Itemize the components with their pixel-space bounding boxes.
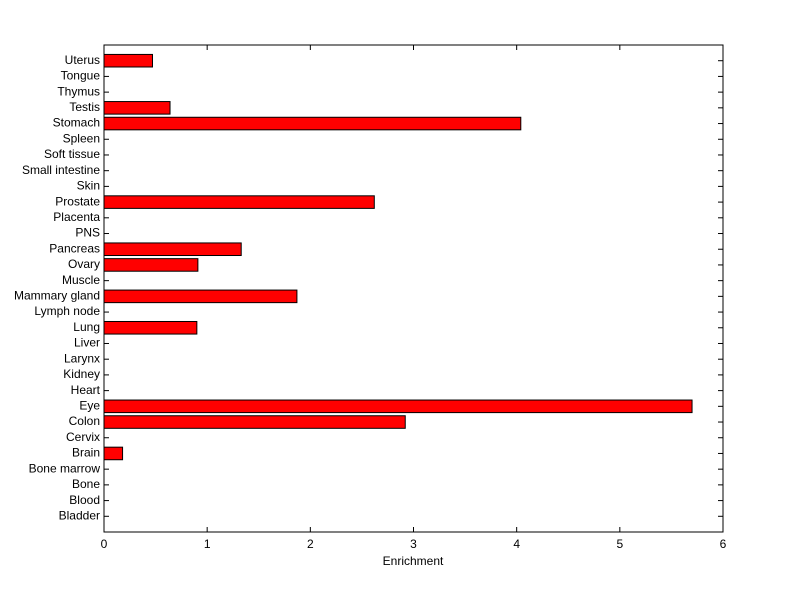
y-tick-label: Ovary	[68, 257, 100, 271]
y-tick-label: Bone	[72, 477, 100, 491]
bar	[103, 399, 693, 414]
x-tick-label: 6	[720, 537, 727, 551]
bar	[103, 53, 153, 68]
y-tick-label: Small intestine	[22, 163, 100, 177]
y-tick-label: Lymph node	[34, 304, 100, 318]
y-tick-label: Bone marrow	[29, 461, 101, 475]
y-tick-label: Mammary gland	[14, 289, 100, 303]
x-tick-label: 3	[410, 537, 417, 551]
bar	[103, 101, 171, 115]
bar	[103, 289, 298, 304]
y-tick-label: Brain	[72, 446, 100, 460]
bar	[103, 446, 124, 461]
bar	[103, 415, 406, 429]
y-tick-label: Stomach	[53, 116, 100, 130]
y-tick-label: Soft tissue	[44, 147, 100, 161]
y-tick-label: Placenta	[53, 210, 100, 224]
y-tick-label: PNS	[75, 226, 100, 240]
y-tick-label: Skin	[77, 179, 100, 193]
y-tick-label: Testis	[69, 100, 100, 114]
x-tick-label: 1	[204, 537, 211, 551]
y-tick-label: Eye	[79, 398, 100, 412]
bar	[103, 116, 522, 131]
y-tick-label: Uterus	[65, 53, 100, 67]
bar	[103, 320, 198, 335]
x-tick-label: 5	[616, 537, 623, 551]
bar	[103, 242, 242, 257]
x-axis-label: Enrichment	[383, 554, 444, 568]
y-tick-label: Cervix	[66, 430, 100, 444]
y-tick-label: Liver	[74, 336, 100, 350]
y-tick-label: Muscle	[62, 273, 100, 287]
x-tick-label: 4	[513, 537, 520, 551]
y-tick-label: Pancreas	[49, 241, 100, 255]
x-tick-label: 0	[101, 537, 108, 551]
y-tick-label: Lung	[73, 320, 100, 334]
bar	[103, 195, 375, 209]
y-tick-label: Bladder	[59, 508, 100, 522]
y-tick-label: Kidney	[63, 367, 100, 381]
y-tick-label: Tongue	[61, 69, 101, 83]
y-tick-label: Prostate	[55, 194, 100, 208]
y-tick-label: Thymus	[57, 84, 100, 98]
y-tick-label: Larynx	[64, 351, 100, 365]
x-tick-label: 2	[307, 537, 314, 551]
y-tick-label: Spleen	[63, 131, 100, 145]
y-tick-label: Blood	[69, 493, 100, 507]
bar	[103, 258, 199, 272]
y-tick-label: Colon	[69, 414, 100, 428]
y-tick-label: Heart	[71, 383, 101, 397]
